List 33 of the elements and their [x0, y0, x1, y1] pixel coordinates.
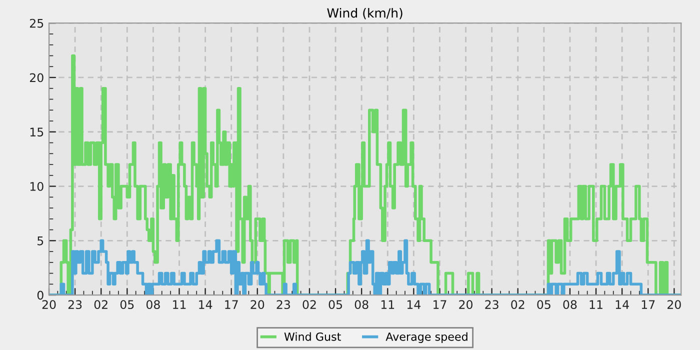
- x-tick-label: 20: [459, 300, 472, 310]
- x-tick-label: 11: [381, 300, 394, 309]
- x-tick-label: 02: [94, 300, 108, 310]
- x-tick-label: 23: [68, 300, 82, 310]
- x-tick-label: 14: [616, 300, 629, 309]
- x-tick-label: 23: [276, 300, 290, 310]
- x-tick-label: 05: [537, 300, 550, 310]
- y-tick-label: 5: [38, 236, 44, 246]
- x-tick-label: 08: [563, 300, 577, 310]
- x-tick-label: 05: [328, 300, 342, 310]
- x-tick-label: 05: [120, 300, 134, 310]
- legend-label: Average speed: [386, 332, 468, 343]
- x-tick-label: 17: [225, 300, 238, 309]
- x-tick-label: 11: [173, 300, 186, 309]
- x-tick-label: 11: [590, 300, 602, 309]
- x-tick-label: 14: [407, 300, 421, 309]
- x-tick-label: 20: [668, 300, 681, 310]
- y-tick-label: 20: [30, 73, 44, 82]
- y-tick-label: 10: [30, 182, 44, 191]
- chart-title: Wind (km/h): [327, 8, 402, 20]
- legend-label: Wind Gust: [284, 332, 341, 341]
- x-tick-label: 02: [511, 300, 524, 310]
- x-tick-label: 08: [146, 300, 160, 310]
- x-tick-label: 20: [250, 300, 264, 310]
- x-tick-label: 14: [199, 300, 212, 309]
- x-tick-label: 23: [485, 300, 498, 310]
- x-tick-label: 02: [302, 300, 316, 310]
- x-tick-label: 17: [434, 300, 446, 309]
- x-tick-label: 08: [354, 300, 368, 310]
- y-tick-label: 25: [30, 18, 44, 28]
- x-tick-label: 17: [642, 300, 655, 309]
- y-tick-label: 0: [37, 290, 44, 300]
- y-tick-label: 15: [30, 128, 44, 137]
